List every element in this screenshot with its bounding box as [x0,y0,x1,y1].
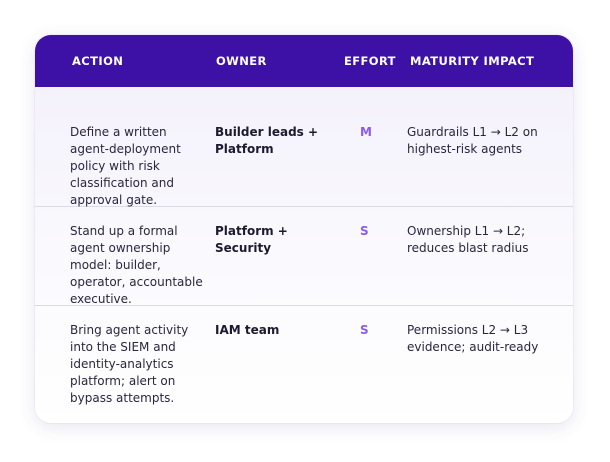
header-effort: EFFORT [344,54,396,68]
effort-cell: M [360,125,372,139]
action-plan-card: ACTION OWNER EFFORT MATURITY IMPACT Defi… [35,35,573,423]
header-owner: OWNER [216,54,267,68]
effort-cell: S [360,224,369,238]
table-header: ACTION OWNER EFFORT MATURITY IMPACT [35,35,573,87]
header-maturity-impact: MATURITY IMPACT [410,54,535,68]
maturity-impact-cell: Ownership L1 → L2; reduces blast radius [407,224,529,255]
maturity-impact-cell: Permissions L2 → L3 evidence; audit-read… [407,323,539,354]
action-cell: Define a written agent-deployment policy… [70,125,181,207]
owner-cell: IAM team [215,323,280,337]
table-row: Define a written agent-deployment policy… [35,87,573,207]
table-body: Define a written agent-deployment policy… [35,87,573,423]
table-row: Bring agent activity into the SIEM and i… [35,306,573,423]
table-row: Stand up a formal agent ownership model:… [35,207,573,306]
header-action: ACTION [72,54,124,68]
action-cell: Bring agent activity into the SIEM and i… [70,323,189,405]
effort-cell: S [360,323,369,337]
action-cell: Stand up a formal agent ownership model:… [70,224,203,306]
owner-cell: Builder leads + Platform [215,125,319,156]
owner-cell: Platform + Security [215,224,288,255]
maturity-impact-cell: Guardrails L1 → L2 on highest-risk agent… [407,125,538,156]
